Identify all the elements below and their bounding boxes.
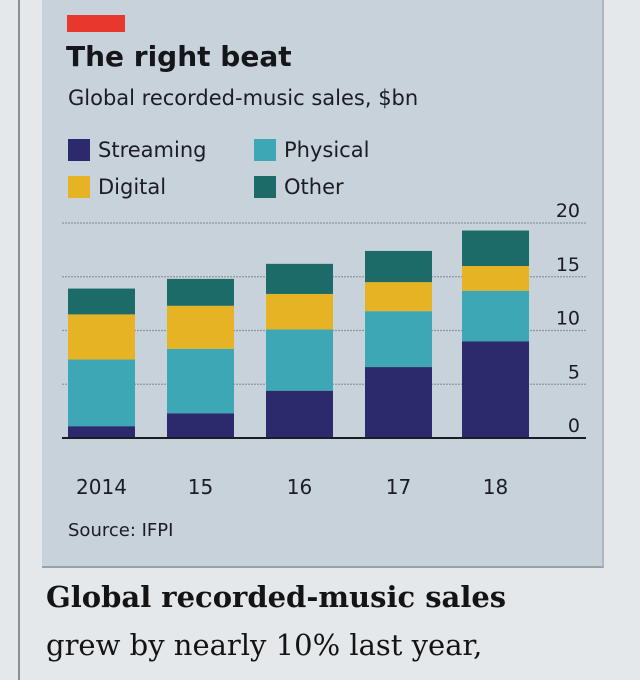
x-tick-label: 15 (188, 475, 213, 499)
bar-segment-physical (68, 359, 135, 427)
bar-segment-digital (462, 266, 529, 291)
bar-segment-streaming (167, 413, 234, 438)
bar-segment-digital (365, 282, 432, 312)
bar-segment-other (266, 263, 333, 294)
bar-segment-digital (266, 293, 333, 330)
bar-segment-streaming (365, 367, 432, 438)
red-tag (67, 15, 125, 32)
legend-physical: Physical (254, 138, 369, 162)
bar-segment-other (167, 278, 234, 306)
x-tick-label: 18 (483, 475, 508, 499)
y-tick-label: 10 (556, 308, 580, 330)
legend-digital: Digital (68, 175, 166, 199)
legend-swatch (68, 139, 90, 161)
legend-swatch (254, 139, 276, 161)
bar-segment-digital (167, 305, 234, 349)
y-tick-label: 5 (568, 361, 580, 383)
bar-segment-physical (365, 311, 432, 368)
x-tick-label: 17 (386, 475, 411, 499)
bar-segment-streaming (266, 390, 333, 438)
y-tick-label: 0 (568, 415, 580, 437)
legend-swatch (68, 176, 90, 198)
bar-segment-physical (266, 329, 333, 391)
bar-segment-other (462, 230, 529, 266)
legend-label: Physical (284, 138, 370, 162)
chart-title: The right beat (66, 40, 292, 73)
bar-segment-other (68, 288, 135, 315)
legend-label: Streaming (98, 138, 207, 162)
bar-segment-physical (462, 290, 529, 342)
bar-segment-streaming (68, 426, 135, 438)
article-text: grew by nearly 10% last year, (46, 628, 483, 662)
x-tick-label: 2014 (76, 475, 127, 499)
chart-subtitle: Global recorded-music sales, $bn (68, 86, 419, 110)
column-rule (18, 0, 20, 680)
legend-other: Other (254, 175, 344, 199)
bar-segment-digital (68, 314, 135, 360)
article-headline: Global recorded-music sales (46, 580, 507, 614)
y-tick-label: 20 (556, 200, 580, 222)
legend-label: Digital (98, 175, 167, 199)
legend-label: Other (284, 175, 344, 199)
x-tick-label: 16 (287, 475, 312, 499)
y-tick-label: 15 (556, 254, 580, 276)
bar-segment-physical (167, 348, 234, 414)
bar-segment-streaming (462, 341, 529, 438)
legend-streaming: Streaming (68, 138, 206, 162)
bar-segment-other (365, 250, 432, 283)
legend-swatch (254, 176, 276, 198)
source-note: Source: IFPI (68, 520, 174, 541)
